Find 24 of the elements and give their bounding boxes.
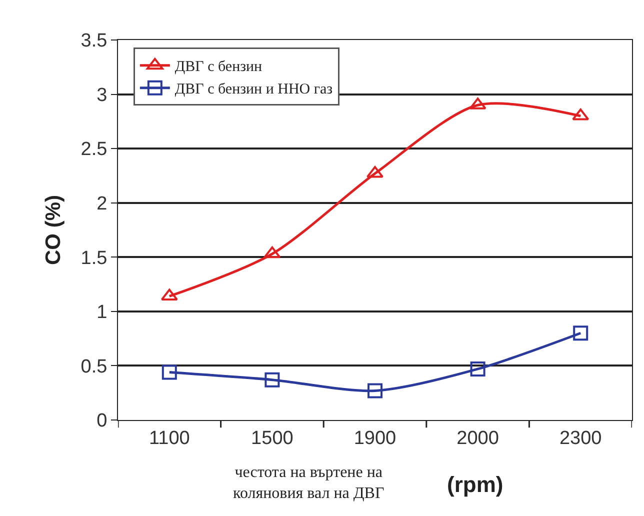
x-tick-label: 1100	[148, 428, 190, 449]
point	[573, 326, 588, 341]
x-tick-label: 2300	[559, 428, 602, 449]
y-axis-title: CO (%)	[42, 195, 65, 265]
x-tick-label: 1900	[354, 428, 396, 449]
y-tick-label: 3	[96, 84, 108, 106]
point	[470, 361, 486, 376]
point	[162, 364, 177, 380]
y-tick-label: 1.5	[80, 248, 108, 269]
y-tick-label: 3.5	[80, 30, 108, 52]
y-tick-label: 1	[96, 302, 108, 324]
x-tick-label: 2000	[456, 428, 499, 449]
point	[264, 372, 280, 388]
point	[368, 383, 382, 398]
x-axis-title: честота на въртене на коляновия вал на ДВГ	[233, 464, 384, 502]
legend-label: ДВГ с бензин и ННО газ	[174, 82, 333, 98]
text: (rpm)	[447, 472, 504, 497]
point	[264, 246, 281, 258]
y-tick-label: 2.5	[80, 139, 108, 160]
y-tick-label: 2	[96, 194, 108, 215]
x-tick-label: 1500	[251, 428, 294, 449]
y-tick-label: 0.5	[80, 356, 108, 378]
y-tick-label: 0	[96, 410, 108, 432]
legend-label: ДВГ с бензин	[174, 59, 262, 76]
